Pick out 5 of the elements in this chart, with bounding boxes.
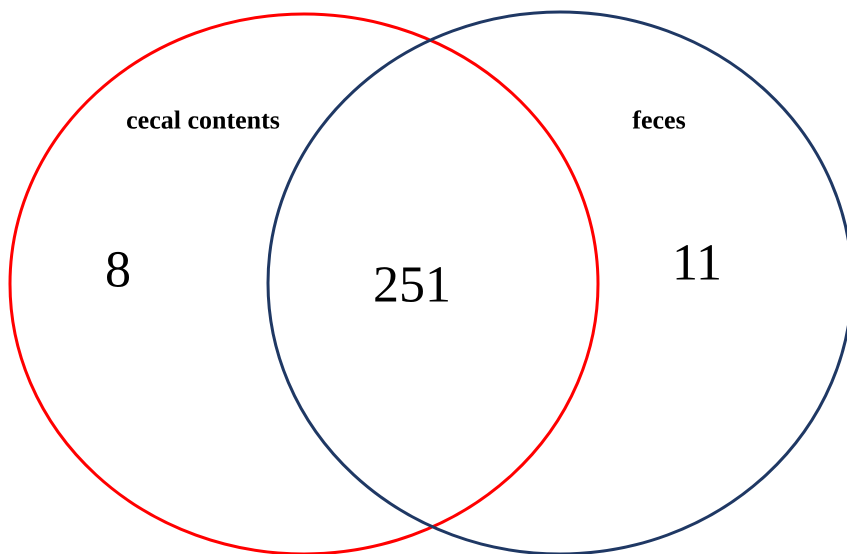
category-label: cecal contents: [126, 106, 280, 134]
data-label: 8: [105, 242, 131, 298]
data-label: 11: [672, 234, 722, 292]
category-label: feces: [632, 106, 686, 134]
data-label: 251: [373, 256, 451, 314]
